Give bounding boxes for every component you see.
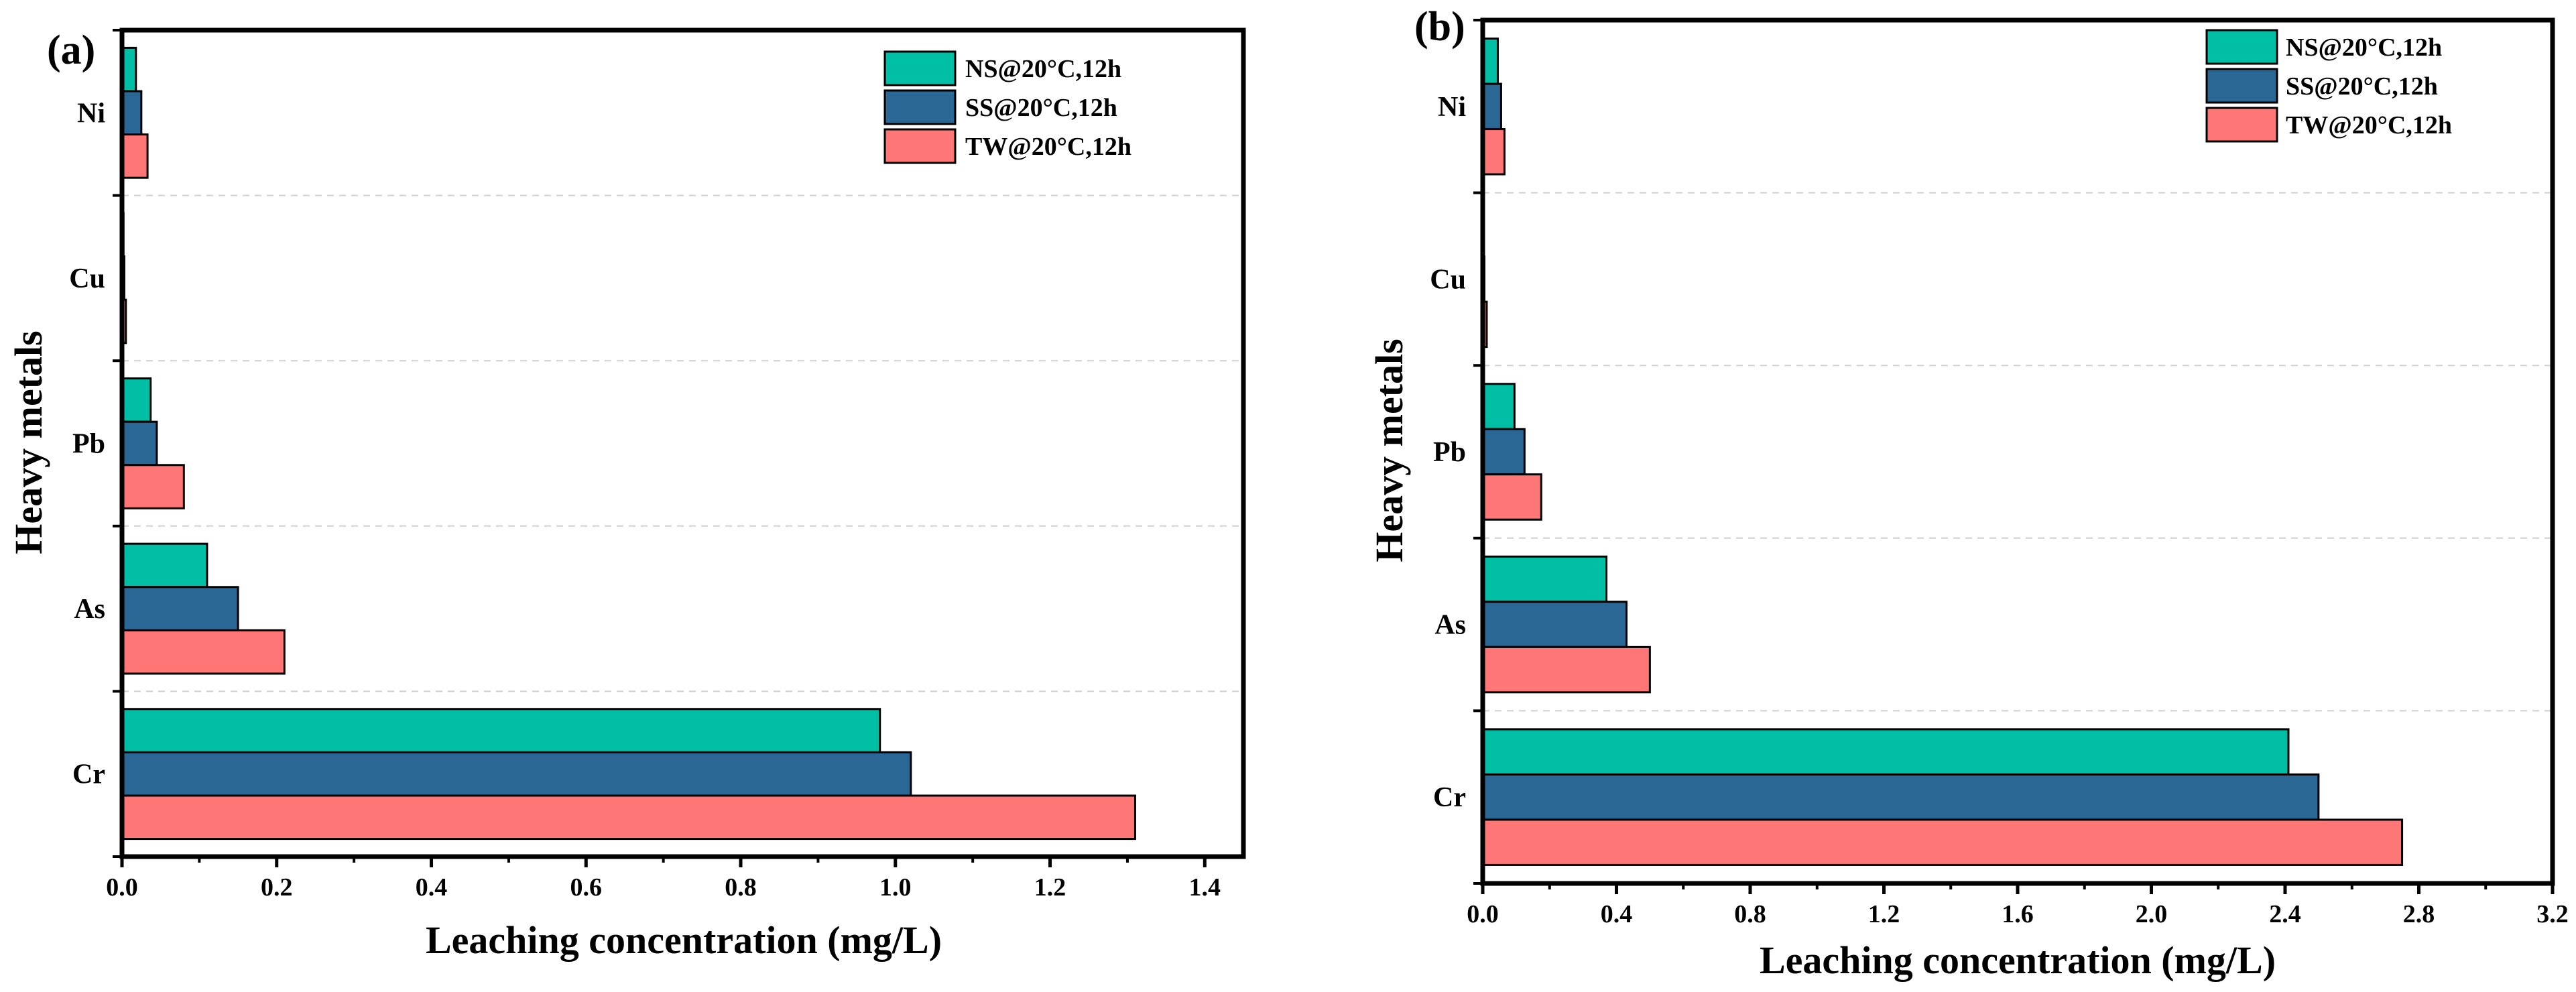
axes-frame xyxy=(119,27,1246,859)
legend-swatch xyxy=(2205,107,2278,143)
bar-as-1 xyxy=(121,542,208,588)
bar-ni-3 xyxy=(1481,128,1506,176)
legend-swatch xyxy=(2205,68,2278,104)
x-tick-label: 2.8 xyxy=(2403,900,2435,928)
x-tick-label: 0.2 xyxy=(261,873,293,902)
bar-pb-2 xyxy=(1481,428,1526,476)
bar-ni-3 xyxy=(121,133,149,179)
legend-swatch xyxy=(883,128,957,164)
chart-panel-a: Cr As Pb Cu Ni 0.0 0.2 0.4 0.6 0.8 1.0 1.2 1.4 Leachi… xyxy=(7,27,1246,962)
x-tick-label: 1.6 xyxy=(2002,900,2034,928)
x-tick-label: 0.8 xyxy=(725,873,757,902)
legend-label: SS@20°C,12h xyxy=(2286,72,2438,101)
bar-cr-1 xyxy=(1481,728,2290,776)
category-label: As xyxy=(1434,610,1466,641)
bar-as-3 xyxy=(121,629,286,675)
x-tick-label: 1.0 xyxy=(879,873,912,902)
category-label: Cr xyxy=(72,759,105,790)
bar-cr-1 xyxy=(121,708,881,753)
bar-pb-3 xyxy=(1481,473,1542,521)
bar-cr-3 xyxy=(121,794,1136,841)
legend: NS@20°C,12h SS@20°C,12h TW@20°C,12h xyxy=(883,50,1131,164)
panel-label: (b) xyxy=(1414,4,1465,50)
bar-cr-3 xyxy=(1481,818,2404,866)
legend: NS@20°C,12h SS@20°C,12h TW@20°C,12h xyxy=(2205,29,2452,143)
x-tick-label: 1.2 xyxy=(1868,900,1900,928)
bar-as-2 xyxy=(121,586,239,631)
bar-pb-1 xyxy=(1481,383,1516,430)
legend-label: TW@20°C,12h xyxy=(2286,111,2452,139)
bar-cr-2 xyxy=(121,751,912,797)
legend-swatch xyxy=(883,50,957,86)
category-label: As xyxy=(74,594,105,625)
legend-label: NS@20°C,12h xyxy=(2286,34,2442,62)
legend-label: TW@20°C,12h xyxy=(965,133,1131,161)
bar-pb-1 xyxy=(121,377,152,423)
x-axis-title: Leaching concentration (mg/L) xyxy=(426,918,942,962)
x-tick-label: 2.0 xyxy=(2136,900,2168,928)
legend-swatch xyxy=(883,89,957,125)
bar-as-2 xyxy=(1481,601,1628,648)
bar-pb-2 xyxy=(121,420,158,467)
y-axis-title: Heavy metals xyxy=(1367,338,1411,562)
bar-as-3 xyxy=(1481,645,1651,694)
bar-pb-3 xyxy=(121,464,185,509)
category-label: Ni xyxy=(1438,92,1466,123)
x-tick-label: 2.4 xyxy=(2269,900,2301,928)
category-label: Pb xyxy=(1433,437,1466,468)
x-tick-label: 3.2 xyxy=(2536,900,2569,928)
bar-as-1 xyxy=(1481,555,1608,603)
category-label: Ni xyxy=(77,98,105,129)
category-label: Cu xyxy=(1430,264,1466,295)
y-axis-title: Heavy metals xyxy=(7,330,50,554)
panel-label: (a) xyxy=(47,27,95,73)
category-label: Cu xyxy=(69,263,105,294)
x-axis-title: Leaching concentration (mg/L) xyxy=(1760,938,2276,982)
x-tick-label: 0.0 xyxy=(106,873,138,902)
x-tick-label: 0.0 xyxy=(1467,900,1499,928)
category-label: Pb xyxy=(72,429,105,460)
x-tick-label: 0.4 xyxy=(1601,900,1633,928)
legend-swatch xyxy=(2205,29,2278,65)
bar-ni-2 xyxy=(1481,82,1502,131)
legend-label: NS@20°C,12h xyxy=(965,55,1121,83)
x-tick-label: 0.4 xyxy=(416,873,448,902)
category-label: Cr xyxy=(1433,782,1466,813)
chart-panel-b: Cr As Pb Cu Ni 0.0 0.4 0.8 1.2 1.6 2.0 2.4 2.8 3.2 Lea… xyxy=(1367,4,2569,982)
bar-ni-2 xyxy=(121,90,143,136)
x-tick-label: 0.8 xyxy=(1734,900,1766,928)
x-tick-label: 1.2 xyxy=(1034,873,1066,902)
legend-label: SS@20°C,12h xyxy=(965,94,1117,122)
x-tick-label: 0.6 xyxy=(570,873,603,902)
x-tick-label: 1.4 xyxy=(1189,873,1221,902)
bar-cr-2 xyxy=(1481,773,2320,821)
